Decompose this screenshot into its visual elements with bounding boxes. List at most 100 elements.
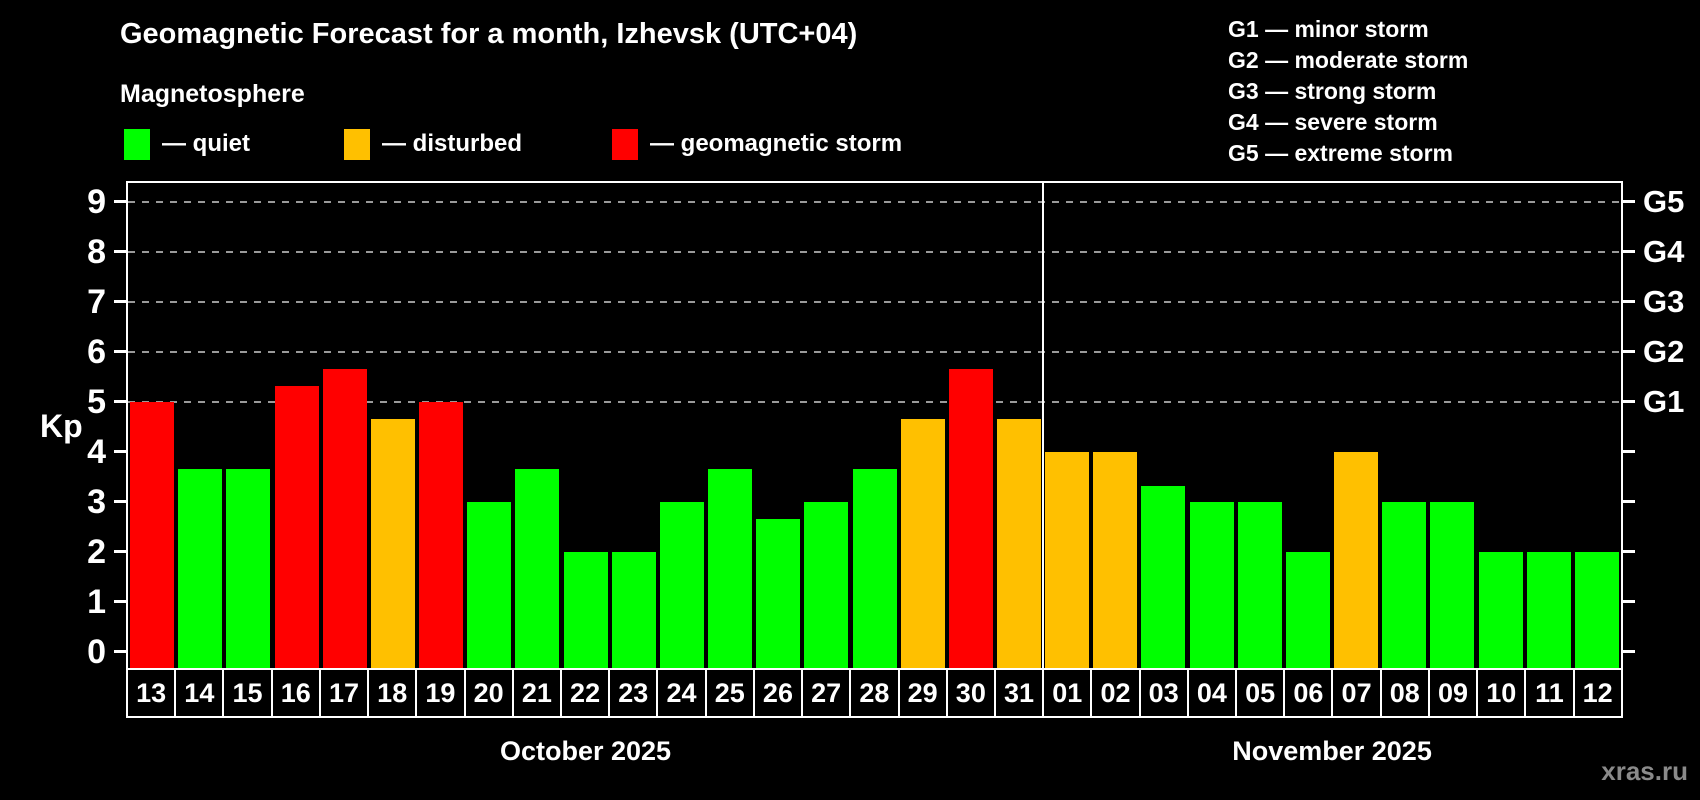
y-tick-right-7: [1623, 300, 1635, 303]
date-cell-01: 01: [1042, 670, 1090, 716]
kp-bar-09: [1430, 502, 1475, 668]
page-title: Geomagnetic Forecast for a month, Izhevs…: [120, 18, 858, 50]
kp-bar-11: [1526, 552, 1571, 668]
y-tick-left-2: [114, 550, 126, 553]
y-tick-label-1: 1: [87, 583, 106, 621]
storm-color-swatch: [612, 128, 638, 160]
storm-scale-g4: G4 — severe storm: [1228, 109, 1438, 135]
y-tick-left-3: [114, 500, 126, 503]
date-cell-29: 29: [897, 670, 946, 716]
right-axis-label-g3: G3: [1643, 284, 1685, 319]
date-cell-10: 10: [1476, 670, 1524, 716]
gridline-kp-8: [128, 251, 1621, 253]
y-tick-right-2: [1623, 550, 1635, 553]
date-cell-08: 08: [1379, 670, 1428, 716]
kp-bar-08: [1382, 502, 1427, 668]
legend-label-quiet: — quiet: [162, 130, 250, 157]
kp-bar-12: [1574, 552, 1619, 668]
y-tick-label-6: 6: [87, 333, 106, 371]
kp-bar-13: [130, 402, 175, 668]
date-cell-17: 17: [318, 670, 367, 716]
y-tick-right-5: [1623, 400, 1635, 403]
date-cell-05: 05: [1235, 670, 1283, 716]
gridline-kp-6: [128, 351, 1621, 353]
kp-bar-07: [1334, 452, 1379, 668]
kp-bar-23: [611, 552, 656, 668]
gridline-kp-9: [128, 201, 1621, 203]
y-tick-right-8: [1623, 250, 1635, 253]
month-separator-line: [1042, 183, 1045, 668]
y-tick-label-2: 2: [87, 533, 106, 571]
kp-bar-20: [467, 502, 512, 668]
right-axis-label-g4: G4: [1643, 234, 1685, 269]
chart-subtitle: Magnetosphere: [120, 80, 305, 108]
legend-label-storm: — geomagnetic storm: [650, 130, 903, 157]
storm-scale-g5: G5 — extreme storm: [1228, 140, 1453, 166]
y-tick-label-9: 9: [87, 183, 106, 221]
legend-label-disturbed: — disturbed: [382, 130, 523, 157]
date-cell-09: 09: [1427, 670, 1476, 716]
right-axis-label-g5: G5: [1643, 184, 1685, 219]
y-tick-left-9: [114, 200, 126, 203]
kp-bar-16: [274, 385, 319, 668]
storm-scale-legend: G1 — minor storm G2 — moderate storm G3 …: [1228, 14, 1468, 169]
kp-bar-24: [659, 502, 704, 668]
y-tick-left-8: [114, 250, 126, 253]
kp-bar-25: [708, 468, 753, 668]
kp-bar-26: [756, 518, 801, 668]
storm-scale-g1: G1 — minor storm: [1228, 16, 1429, 42]
kp-bar-15: [226, 468, 271, 668]
date-cell-07: 07: [1331, 670, 1379, 716]
date-cell-31: 31: [993, 670, 1042, 716]
y-tick-right-0: [1623, 650, 1635, 653]
y-tick-left-6: [114, 350, 126, 353]
y-tick-right-3: [1623, 500, 1635, 503]
kp-bar-29: [900, 418, 945, 668]
date-axis-row: 13 14 15 16 17 18 19 20 21 22 23 24 25 26 27 28 29 30 31 01…: [126, 668, 1623, 718]
date-cell-23: 23: [608, 670, 656, 716]
date-cell-06: 06: [1283, 670, 1331, 716]
storm-scale-g3: G3 — strong storm: [1228, 78, 1437, 104]
date-cell-04: 04: [1186, 670, 1235, 716]
date-cell-26: 26: [752, 670, 801, 716]
kp-bar-04: [1189, 502, 1234, 668]
y-tick-left-7: [114, 300, 126, 303]
date-cell-16: 16: [270, 670, 319, 716]
disturbed-color-swatch: [344, 128, 370, 160]
watermark: xras.ru: [1601, 756, 1688, 786]
kp-bar-03: [1141, 485, 1186, 668]
y-axis-label: Kp: [40, 408, 83, 444]
date-cell-14: 14: [174, 670, 222, 716]
kp-bar-01: [1045, 452, 1090, 668]
y-tick-left-0: [114, 650, 126, 653]
kp-bar-19: [419, 402, 464, 668]
date-cell-27: 27: [801, 670, 849, 716]
date-cell-20: 20: [463, 670, 512, 716]
y-tick-label-4: 4: [87, 433, 106, 471]
kp-bar-30: [948, 368, 993, 668]
date-cell-21: 21: [511, 670, 560, 716]
kp-bar-02: [1093, 452, 1138, 668]
kp-bar-17: [322, 368, 367, 668]
y-tick-label-5: 5: [87, 383, 106, 421]
y-tick-right-4: [1623, 450, 1635, 453]
y-tick-label-7: 7: [87, 283, 106, 321]
date-cell-11: 11: [1524, 670, 1572, 716]
y-tick-label-0: 0: [87, 633, 106, 671]
month-label-october: October 2025: [499, 736, 672, 766]
gridline-kp-5: [128, 401, 1621, 403]
kp-bar-31: [996, 418, 1041, 668]
right-axis-label-g1: G1: [1643, 384, 1685, 419]
plot-area: 0 1 2 3 4 5 6 7 8 9 G1 G2 G3 G4 G5: [87, 181, 1684, 671]
quiet-color-swatch: [124, 128, 150, 160]
legend-item-storm: — geomagnetic storm: [612, 126, 902, 162]
kp-bar-18: [370, 418, 415, 668]
kp-bar-10: [1478, 552, 1523, 668]
storm-scale-g2: G2 — moderate storm: [1228, 47, 1469, 73]
legend-item-disturbed: — disturbed: [344, 126, 522, 162]
date-cell-24: 24: [656, 670, 704, 716]
date-cell-30: 30: [945, 670, 994, 716]
date-cell-18: 18: [367, 670, 415, 716]
kp-bar-14: [178, 468, 223, 668]
